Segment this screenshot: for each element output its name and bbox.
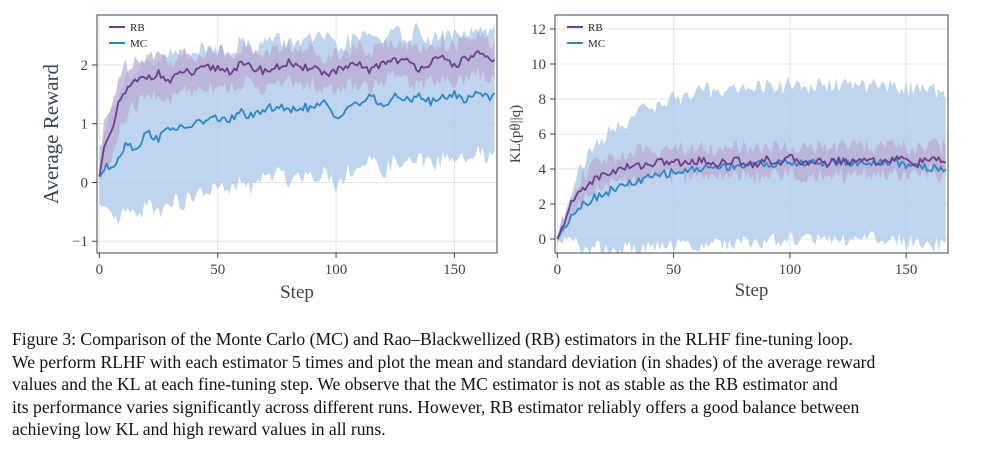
y-axis-label: Average Reward [39, 63, 63, 204]
x-tick-label: 100 [779, 262, 802, 278]
y-tick-label: 6 [539, 127, 547, 143]
y-tick-label: 0 [539, 232, 547, 248]
legend-label-mc: MC [130, 38, 147, 50]
kl-chart: 0 50 100 150 0 2 4 6 8 10 12 Step KL(pθ||q) RB MC [508, 14, 949, 301]
x-tick-label: 0 [96, 262, 104, 278]
y-tick-label: −1 [72, 234, 88, 250]
legend-label-rb: RB [588, 22, 603, 34]
y-tick-label: 12 [531, 22, 546, 38]
caption-line: values and the KL at each fine-tuning st… [12, 374, 838, 394]
legend-label-mc: MC [588, 38, 605, 50]
x-tick-label: 150 [895, 262, 918, 278]
y-tick-label: 10 [531, 57, 546, 73]
series-line-rb [98, 50, 496, 177]
x-axis-label: Step [735, 280, 769, 301]
legend: RB MC [109, 22, 147, 50]
series-line-mc [98, 89, 496, 178]
caption-line: We perform RLHF with each estimator 5 ti… [12, 351, 876, 372]
plot-area [556, 77, 947, 253]
y-tick-label: 8 [539, 92, 547, 108]
y-tick-label: 0 [81, 175, 89, 191]
series-line-rb [556, 153, 947, 240]
x-tick-label: 0 [554, 262, 562, 278]
legend-label-rb: RB [130, 22, 145, 34]
figure-caption: Figure 3: Comparison of the Monte Carlo … [12, 328, 992, 441]
x-tick-label: 100 [325, 262, 348, 278]
x-tick-label: 50 [666, 262, 681, 278]
y-axis-label: KL(pθ||q) [508, 105, 524, 163]
caption-line: Figure 3: Comparison of the Monte Carlo … [12, 329, 853, 349]
y-tick-label: 2 [539, 197, 547, 213]
x-tick-label: 150 [443, 262, 466, 278]
y-tick-label: 2 [81, 58, 89, 74]
legend: RB MC [567, 22, 605, 50]
x-axis-label: Step [280, 282, 314, 303]
y-tick-label: 1 [81, 117, 89, 133]
x-tick-label: 50 [210, 262, 225, 278]
caption-line: its performance varies significantly acr… [12, 396, 860, 417]
reward-chart: 0 50 100 150 −1 0 1 2 Step Average Reward RB MC [39, 14, 498, 303]
plot-frame [96, 14, 498, 254]
plot-area [98, 22, 496, 225]
caption-line: achieving low KL and high reward values … [12, 419, 386, 439]
y-tick-label: 4 [539, 162, 547, 178]
